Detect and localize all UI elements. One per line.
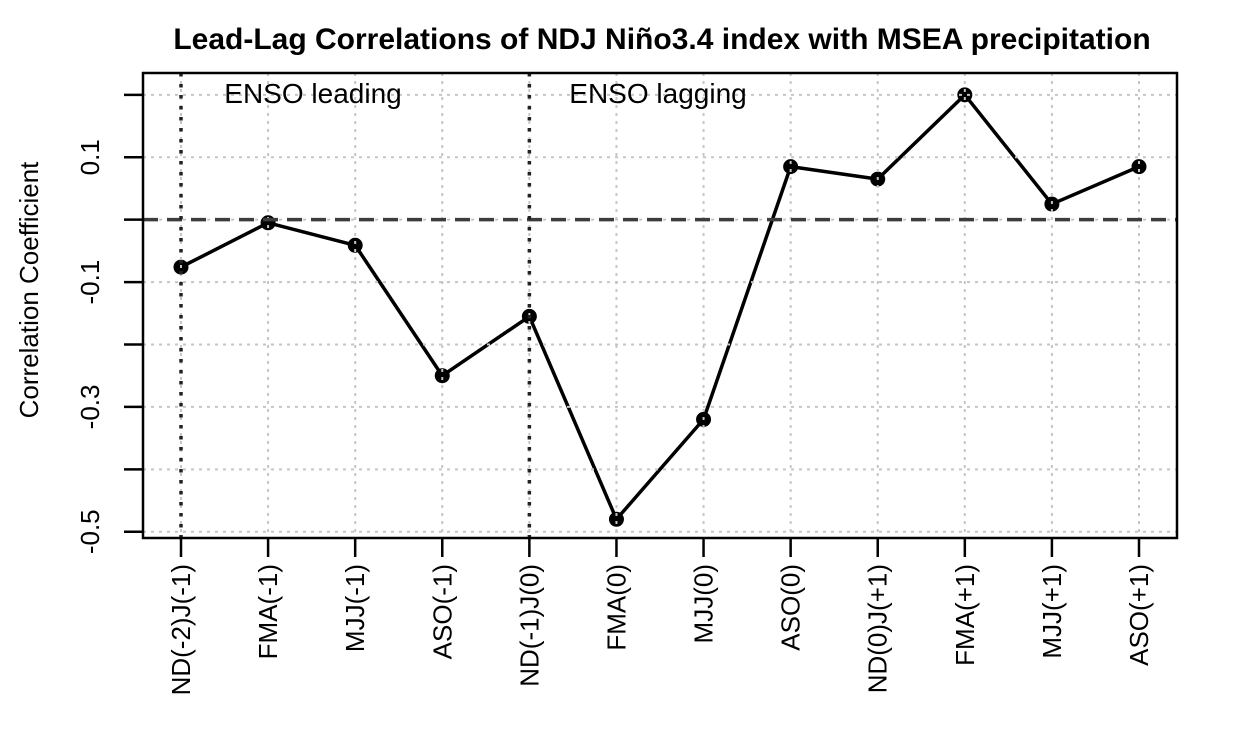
chart-title: Lead-Lag Correlations of NDJ Niño3.4 ind… — [173, 23, 1150, 56]
x-tick-label: ASO(+1) — [1124, 564, 1154, 666]
x-tick-label: FMA(-1) — [253, 564, 283, 659]
x-tick-label: FMA(+1) — [950, 564, 980, 666]
y-tick-label: -0.3 — [75, 385, 105, 430]
y-tick-label: -0.1 — [75, 260, 105, 305]
x-tick-label: ND(-1)J(0) — [514, 564, 544, 687]
data-point — [1044, 196, 1060, 212]
y-tick-label: -0.5 — [75, 509, 105, 554]
reference-line-layer — [143, 73, 1177, 538]
data-point — [434, 368, 450, 384]
x-tick-label: ASO(0) — [776, 564, 806, 651]
y-tick-label: 0.1 — [75, 139, 105, 175]
axis-layer: ND(-2)J(-1) FMA(-1) MJJ(-1) ASO(-1) ND(-1)J(… — [75, 93, 1154, 695]
annotation-enso-lagging: ENSO lagging — [569, 78, 746, 109]
y-axis-label: Correlation Coefficient — [14, 161, 44, 419]
data-series-layer — [173, 87, 1147, 527]
x-tick-label: ASO(-1) — [427, 564, 457, 659]
x-tick-label: ND(-2)J(-1) — [166, 564, 196, 695]
plot-frame-layer — [141, 71, 1179, 540]
x-tick-label: MJJ(0) — [689, 564, 719, 643]
data-point — [783, 159, 799, 175]
data-point — [957, 87, 973, 103]
x-tick-label: MJJ(+1) — [1037, 564, 1067, 659]
correlation-line — [179, 93, 1141, 522]
data-point — [347, 237, 363, 253]
annotation-enso-leading: ENSO leading — [224, 78, 401, 109]
data-point — [608, 511, 624, 527]
x-tick-label: MJJ(-1) — [340, 564, 370, 652]
data-point — [1131, 159, 1147, 175]
plot-frame — [141, 71, 1179, 540]
x-tick-label: FMA(0) — [601, 564, 631, 651]
x-tick-label: ND(0)J(+1) — [863, 564, 893, 693]
